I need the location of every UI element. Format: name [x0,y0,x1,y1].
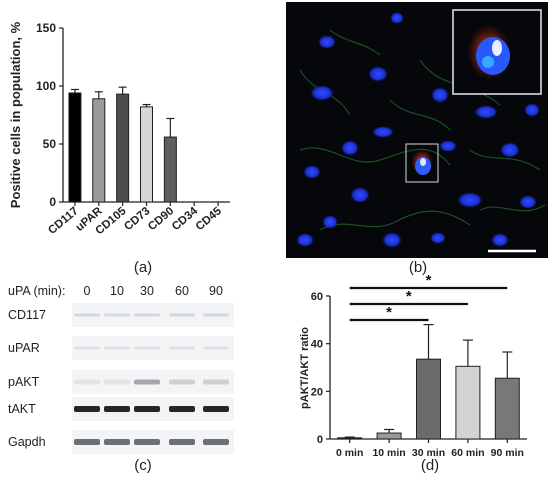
x-tick-label: CD90 [146,205,176,233]
blot-row-label: Gapdh [8,435,46,449]
panel-c-label: (c) [134,457,152,474]
panel-b-micrograph: (b) [286,2,548,276]
blot-band [74,346,100,350]
blot-band [104,313,130,317]
x-tick-label: CD45 [194,205,225,233]
blot-band [104,406,130,412]
blot-row-label: uPAR [8,341,40,355]
bar-90-min [494,377,520,440]
x-tick-label: 30 min [412,447,445,459]
blot-band [134,346,160,350]
x-tick-label: 90 min [491,447,524,459]
x-tick-label: 60 min [451,447,484,459]
roi-cell [411,149,433,175]
blot-band [203,379,229,385]
blot-band [203,439,229,445]
blot-band [104,439,130,445]
roi-box [405,143,439,183]
blot-band [169,313,195,317]
blot-band [74,379,100,385]
blot-band [169,406,195,412]
timepoint-label: 60 [175,284,189,298]
significance-star: * [406,288,412,305]
panel-a-label: (a) [134,259,152,276]
blot-row-label: pAKT [8,375,40,389]
bar-CD73 [140,106,153,203]
panel-b-label: (b) [409,259,427,276]
blot-band [134,379,160,385]
x-tick-label: CD117 [46,205,81,237]
blot-band [169,439,195,445]
bar-CD105 [116,93,130,203]
blot-band [169,346,195,350]
timepoint-label: 0 [84,284,91,298]
y-tick-label: 20 [311,386,323,398]
blot-band [74,439,100,445]
panel-d-label: (d) [421,457,439,474]
y-tick-label: 40 [311,339,323,351]
timepoint-label: 30 [140,284,154,298]
panel-a-ylabel: Positive cells in population, % [8,21,23,208]
panel-c-western-blot: uPA (min): 0 10 30 60 90 CD117 uPAR pAKT tAKT Ga… [8,284,234,474]
blot-row-label: tAKT [8,402,36,416]
x-tick-label: CD73 [122,205,152,233]
panel-a-bars [68,86,177,203]
blot-band [203,313,229,317]
bar-CD90 [163,136,177,203]
blot-band [134,439,160,445]
blot-timepoints: 0 10 30 60 90 [84,284,223,298]
bar-10-min [376,432,402,440]
blot-row-label: CD117 [8,308,46,322]
significance-star: * [386,304,392,321]
panel-d-significance: * * * [349,272,508,322]
y-tick-label: 60 [311,291,323,303]
x-tick-label: 0 min [336,447,363,459]
blot-band [104,346,130,350]
blot-band [134,406,160,412]
panel-d-xticks: 0 min 10 min 30 min 60 min 90 min [336,447,524,459]
bar-60-min [455,365,481,440]
blot-band [74,313,100,317]
significance-star: * [426,272,432,289]
blot-band [203,346,229,350]
bar-0-min [337,437,363,440]
inset-cell [467,24,511,80]
panel-a-axes: 0 50 100 150 [36,21,230,209]
timepoint-label: 90 [209,284,223,298]
y-tick-label: 0 [317,434,323,446]
panel-d-ylabel: pAKT/AKT ratio [299,327,311,409]
x-tick-label: 10 min [372,447,405,459]
bar-30-min [416,358,441,440]
blot-band [134,313,160,317]
bar-uPAR [92,98,106,203]
bar-CD117 [68,92,82,203]
blot-rows: CD117 uPAR pAKT tAKT Gapdh [8,303,234,454]
y-tick-label: 100 [36,79,56,93]
y-tick-label: 0 [49,195,56,209]
panel-a-chart: Positive cells in population, % 0 50 100 15… [8,21,230,276]
blot-band [104,379,130,385]
timepoint-label: 10 [110,284,124,298]
panel-d-bars [337,324,520,440]
x-tick-label: CD34 [170,205,201,233]
blot-band [74,406,100,412]
blot-band [203,406,229,412]
blot-band [169,379,195,385]
blot-header-label: uPA (min): [8,284,65,298]
y-tick-label: 50 [43,137,57,151]
nuclei [296,12,540,248]
panel-d-chart: pAKT/AKT ratio 0 20 40 60 * * * 0 min 10 min 30… [299,272,527,474]
y-tick-label: 150 [36,21,56,35]
